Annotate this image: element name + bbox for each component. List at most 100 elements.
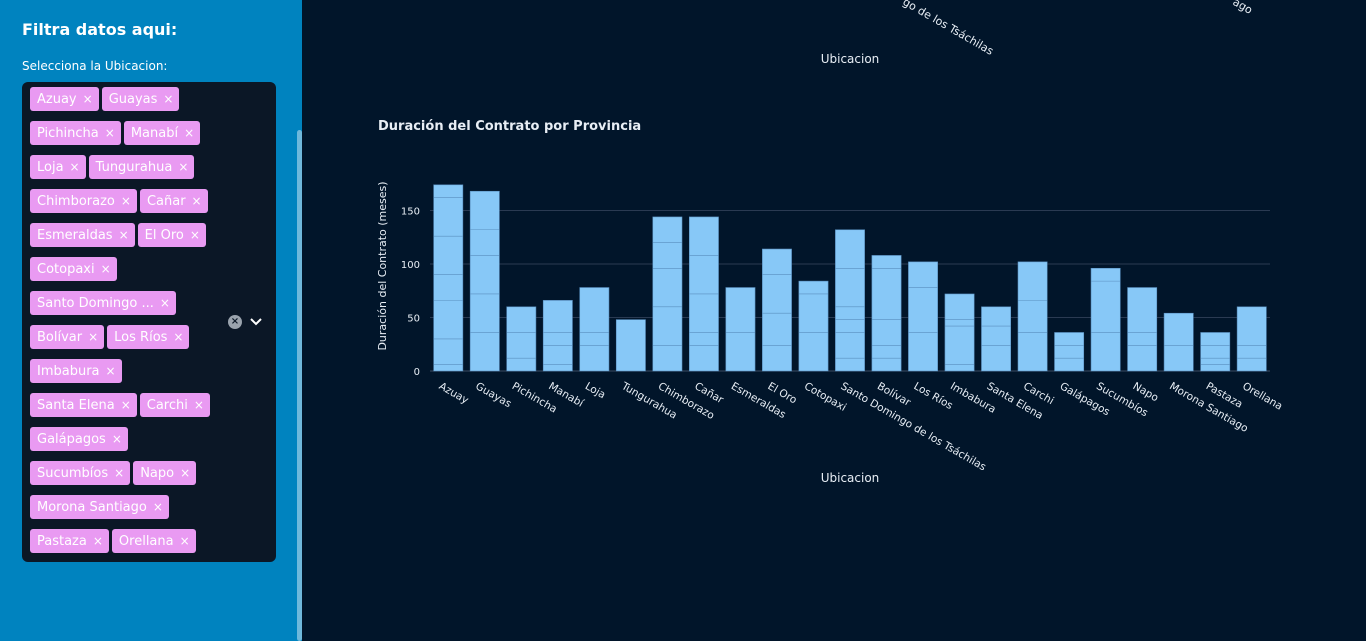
- selected-tag: Carchi ×: [139, 393, 210, 417]
- tag-label: Galápagos: [37, 431, 106, 447]
- selected-tag: Los Ríos ×: [107, 325, 190, 349]
- bar[interactable]: [433, 184, 464, 372]
- selected-tag: Manabí ×: [123, 121, 201, 145]
- bar[interactable]: [469, 190, 500, 372]
- tag-label: Morona Santiago: [37, 499, 147, 515]
- selected-tag: Guayas ×: [101, 87, 180, 111]
- bar[interactable]: [1054, 332, 1085, 372]
- x-tick-label: Azuay: [437, 380, 471, 406]
- remove-tag-icon[interactable]: ×: [184, 126, 195, 140]
- tag-label: Imbabura: [37, 363, 100, 379]
- bar[interactable]: [1236, 306, 1267, 372]
- bar[interactable]: [579, 287, 610, 372]
- selected-tag: Loja ×: [30, 155, 86, 179]
- remove-tag-icon[interactable]: ×: [159, 296, 170, 310]
- bars: [433, 184, 1267, 372]
- selected-tag: Chimborazo ×: [30, 189, 137, 213]
- tag-label: Loja: [37, 159, 64, 175]
- ubicacion-multiselect[interactable]: Azuay × Guayas × Pichincha × Manabí × Loja × Tungu…: [22, 82, 276, 562]
- remove-tag-icon[interactable]: ×: [120, 194, 131, 208]
- remove-tag-icon[interactable]: ×: [120, 398, 131, 412]
- chart-area: go de los Tsáchilas ago Ubicacion Duraci…: [376, 0, 1284, 485]
- selected-tags: Azuay × Guayas × Pichincha × Manabí × Loja × Tungu…: [30, 87, 230, 563]
- selected-tag: Santa Elena ×: [30, 393, 137, 417]
- bar[interactable]: [944, 293, 975, 372]
- remove-tag-icon[interactable]: ×: [105, 364, 116, 378]
- chevron-down-icon[interactable]: [249, 312, 263, 330]
- x-tick-label: Los Ríos: [912, 380, 955, 412]
- selected-tag: Santo Domingo ... ×: [30, 291, 176, 315]
- tag-label: Sucumbíos: [37, 465, 109, 481]
- y-tick-label: 0: [414, 367, 420, 378]
- remove-tag-icon[interactable]: ×: [114, 466, 125, 480]
- y-tick-label: 100: [401, 260, 420, 271]
- remove-tag-icon[interactable]: ×: [193, 398, 204, 412]
- tag-label: Santo Domingo ...: [37, 295, 154, 311]
- selected-tag: Bolívar ×: [30, 325, 105, 349]
- bar[interactable]: [725, 287, 756, 372]
- x-tick-label: Orellana: [1240, 380, 1284, 412]
- selected-tag: Cañar ×: [139, 189, 208, 213]
- tag-label: Cotopaxi: [37, 261, 95, 277]
- selected-tag: El Oro ×: [137, 223, 206, 247]
- y-tick-label: 50: [407, 314, 420, 325]
- tag-label: Azuay: [37, 91, 77, 107]
- sidebar-scrollbar[interactable]: [297, 130, 302, 641]
- bar[interactable]: [506, 306, 537, 372]
- tag-label: Cañar: [146, 193, 186, 209]
- selected-tag: Orellana ×: [111, 529, 196, 553]
- bar[interactable]: [542, 300, 573, 372]
- remove-tag-icon[interactable]: ×: [69, 160, 80, 174]
- ubicacion-select-label: Selecciona la Ubicacion:: [22, 59, 168, 73]
- x-tick-label: Guayas: [473, 380, 513, 410]
- remove-tag-icon[interactable]: ×: [180, 466, 191, 480]
- tag-label: Santa Elena: [37, 397, 115, 413]
- selected-tag: Esmeraldas ×: [30, 223, 135, 247]
- remove-tag-icon[interactable]: ×: [88, 330, 99, 344]
- remove-tag-icon[interactable]: ×: [191, 194, 202, 208]
- selected-tag: Morona Santiago ×: [30, 495, 169, 519]
- clear-all-icon[interactable]: ×: [228, 315, 242, 329]
- tag-label: Los Ríos: [114, 329, 168, 345]
- bar[interactable]: [1090, 267, 1121, 372]
- tag-label: Pastaza: [37, 533, 87, 549]
- bar[interactable]: [981, 306, 1011, 372]
- sidebar-title: Filtra datos aqui:: [22, 20, 178, 39]
- remove-tag-icon[interactable]: ×: [173, 330, 184, 344]
- remove-tag-icon[interactable]: ×: [100, 262, 111, 276]
- selected-tag: Tungurahua ×: [88, 155, 195, 179]
- remove-tag-icon[interactable]: ×: [104, 126, 115, 140]
- bar[interactable]: [871, 255, 902, 372]
- bar[interactable]: [762, 248, 792, 372]
- remove-tag-icon[interactable]: ×: [178, 160, 189, 174]
- bar[interactable]: [1017, 261, 1048, 372]
- bar[interactable]: [798, 280, 829, 372]
- sidebar: Filtra datos aqui: Selecciona la Ubicaci…: [0, 0, 302, 641]
- bar[interactable]: [1163, 312, 1194, 372]
- top-x-axis-title: Ubicacion: [821, 52, 880, 66]
- bar[interactable]: [615, 319, 646, 372]
- top-tick-fragment: go de los Tsáchilas: [901, 0, 996, 58]
- y-tick-label: 150: [401, 207, 420, 218]
- bar[interactable]: [908, 261, 938, 372]
- bar[interactable]: [1200, 332, 1231, 372]
- selected-tag: Napo ×: [133, 461, 197, 485]
- selected-tag: Azuay ×: [30, 87, 99, 111]
- bar[interactable]: [652, 216, 683, 372]
- bar[interactable]: [835, 229, 865, 372]
- tag-label: Esmeraldas: [37, 227, 113, 243]
- remove-tag-icon[interactable]: ×: [82, 92, 93, 106]
- remove-tag-icon[interactable]: ×: [152, 500, 163, 514]
- tag-label: El Oro: [144, 227, 184, 243]
- remove-tag-icon[interactable]: ×: [111, 432, 122, 446]
- remove-tag-icon[interactable]: ×: [92, 534, 103, 548]
- remove-tag-icon[interactable]: ×: [163, 92, 174, 106]
- bar[interactable]: [1127, 287, 1158, 372]
- tag-label: Pichincha: [37, 125, 99, 141]
- remove-tag-icon[interactable]: ×: [118, 228, 129, 242]
- top-tick-fragment: ago: [1231, 0, 1255, 17]
- selected-tag: Imbabura ×: [30, 359, 122, 383]
- x-axis-title: Ubicacion: [821, 471, 880, 485]
- remove-tag-icon[interactable]: ×: [189, 228, 200, 242]
- remove-tag-icon[interactable]: ×: [179, 534, 190, 548]
